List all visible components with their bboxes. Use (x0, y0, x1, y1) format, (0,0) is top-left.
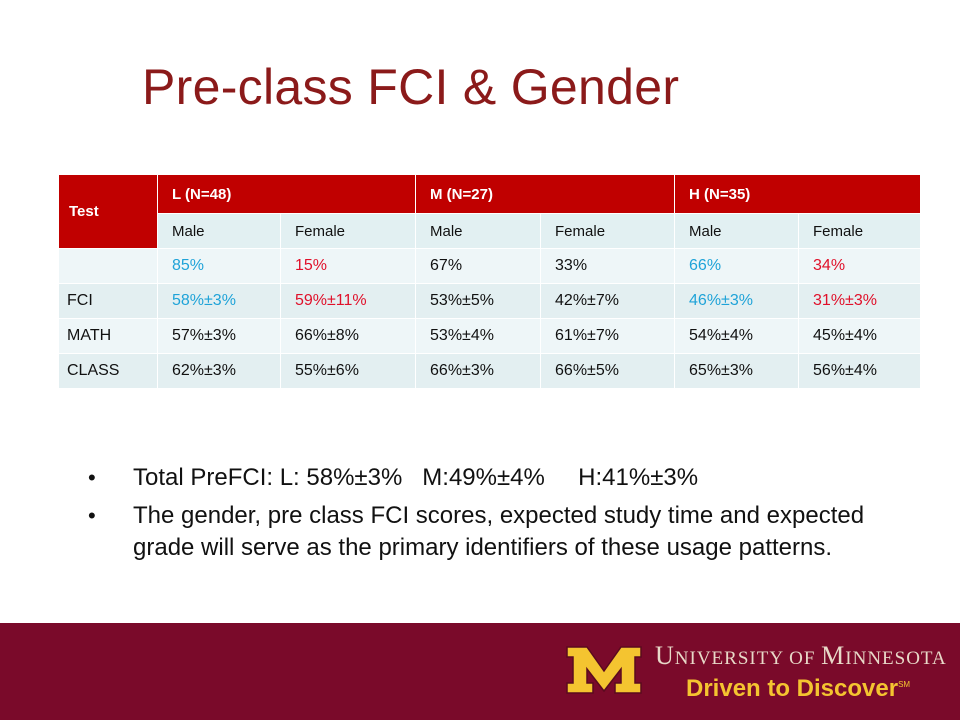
bullet-text: The gender, pre class FCI scores, expect… (133, 502, 865, 561)
table-cell: 42%±7% (540, 283, 676, 319)
table-cell: 62%±3% (157, 353, 281, 389)
table-cell: 66%±3% (415, 353, 542, 389)
bullet-item: • Total PreFCI: L: 58%±3% M:49%±4% H:41%… (88, 462, 888, 494)
table-cell: 54%±4% (674, 318, 800, 354)
table-cell: 45%±4% (798, 318, 922, 354)
header-test: Test (58, 174, 158, 249)
table-header-row: Test L (N=48) M (N=27) H (N=35) (58, 174, 922, 249)
table-cell: 66%±8% (279, 318, 417, 354)
table-cell: 66%±5% (540, 353, 676, 389)
table-cell: 31%±3% (798, 283, 922, 319)
footer-bar: UNIVERSITY OF MINNESOTA Driven to Discov… (0, 623, 960, 720)
university-wordmark: UNIVERSITY OF MINNESOTA (655, 641, 947, 670)
table-cell: 56%±4% (798, 353, 922, 389)
bullet-dot-icon: • (88, 503, 96, 528)
fci-gender-table: Test L (N=48) M (N=27) H (N=35) Male Fem… (58, 174, 922, 389)
table-cell: 33% (540, 248, 676, 284)
subheader-cell: Female (540, 213, 676, 249)
table-cell: 53%±5% (415, 283, 542, 319)
table-row-fci: FCI 58%±3% 59%±11% 53%±5% 42%±7% 46%±3% … (58, 283, 922, 319)
table-cell: 15% (279, 248, 417, 284)
table-cell: 46%±3% (674, 283, 800, 319)
table-cell: 58%±3% (157, 283, 281, 319)
table-cell: 61%±7% (540, 318, 676, 354)
table-cell: 53%±4% (415, 318, 542, 354)
subheader-cell: Female (798, 213, 922, 249)
block-m-logo-icon (566, 646, 642, 694)
row-label: CLASS (58, 353, 158, 389)
table-row-class: CLASS 62%±3% 55%±6% 66%±3% 66%±5% 65%±3%… (58, 353, 922, 389)
subheader-cell: Male (157, 213, 281, 249)
header-group-l: L (N=48) (156, 174, 417, 214)
bullet-dot-icon: • (88, 465, 96, 490)
row-label (58, 248, 158, 284)
subheader-cell: Male (674, 213, 800, 249)
bullet-text: Total PreFCI: L: 58%±3% M:49%±4% H:41%±3… (133, 464, 699, 491)
table-row-math: MATH 57%±3% 66%±8% 53%±4% 61%±7% 54%±4% … (58, 318, 922, 354)
row-label: MATH (58, 318, 158, 354)
table-cell: 66% (674, 248, 800, 284)
table-cell: 55%±6% (279, 353, 417, 389)
subheader-cell: Female (279, 213, 417, 249)
slide-title: Pre-class FCI & Gender (142, 59, 680, 115)
tagline: Driven to DiscoverSM (686, 675, 911, 702)
table-cell: 59%±11% (279, 283, 417, 319)
subheader-cell: Male (415, 213, 542, 249)
table-cell: 85% (157, 248, 281, 284)
header-group-h: H (N=35) (674, 174, 922, 214)
table-cell: 65%±3% (674, 353, 800, 389)
table-cell: 34% (798, 248, 922, 284)
table-cell: 57%±3% (157, 318, 281, 354)
header-group-m: M (N=27) (415, 174, 676, 214)
table-cell: 67% (415, 248, 542, 284)
bullet-item: • The gender, pre class FCI scores, expe… (88, 500, 888, 564)
table-row-gender-split: 85% 15% 67% 33% 66% 34% (58, 248, 922, 284)
bullet-list: • Total PreFCI: L: 58%±3% M:49%±4% H:41%… (88, 462, 888, 570)
row-label: FCI (58, 283, 158, 319)
table-subheader-row: Male Female Male Female Male Female (59, 213, 922, 249)
